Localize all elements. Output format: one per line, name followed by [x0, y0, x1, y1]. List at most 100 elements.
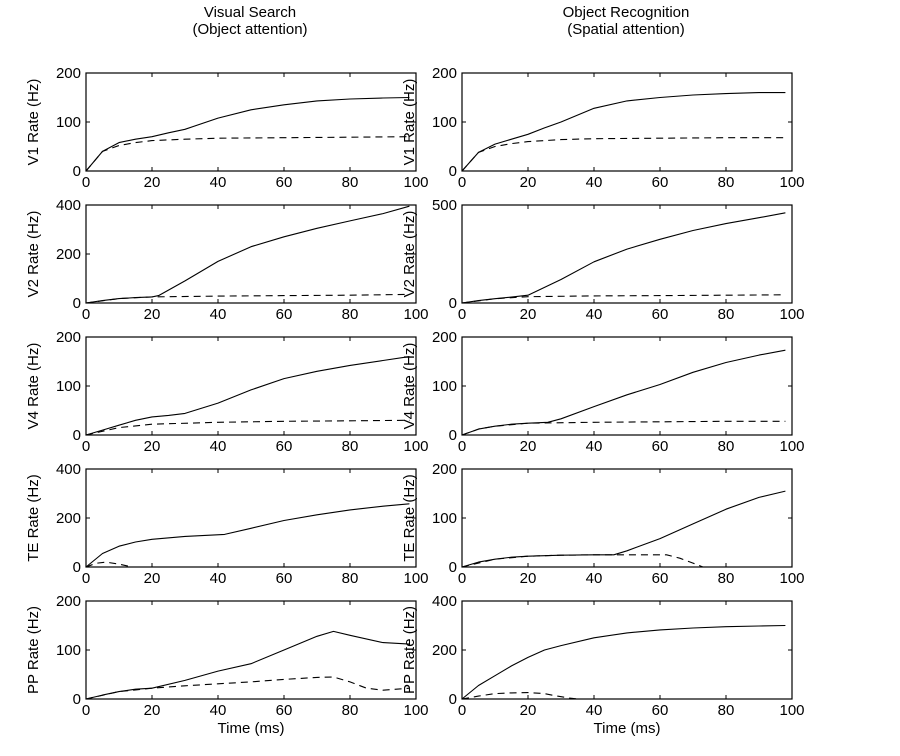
y-tick-label: 200 — [56, 65, 81, 82]
x-tick-label: 100 — [403, 702, 428, 719]
y-tick-label: 0 — [73, 295, 81, 312]
x-tick-label: 100 — [403, 438, 428, 455]
series-line-solid — [461, 349, 786, 436]
y-tick-label: 0 — [449, 163, 457, 180]
x-tick-label: 40 — [586, 438, 603, 455]
y-tick-label: 200 — [432, 642, 457, 659]
plot-frame — [461, 600, 793, 700]
y-tick-label: 100 — [432, 114, 457, 131]
x-tick-label: 0 — [82, 702, 90, 719]
x-tick-label: 60 — [652, 174, 669, 191]
y-tick-label: 200 — [432, 65, 457, 82]
y-tick-label: 0 — [449, 559, 457, 576]
y-tick-label: 0 — [449, 691, 457, 708]
x-tick-label: 20 — [520, 570, 537, 587]
column-subtitle: (Spatial attention) — [567, 21, 685, 38]
y-tick-label: 0 — [73, 427, 81, 444]
series-line-solid — [85, 205, 410, 304]
y-tick-label: 200 — [56, 510, 81, 527]
panel-v1-col1: 0 20 40 60 80 100 0 100 200 V1 Rate (Hz) — [401, 65, 805, 191]
series-line-dashed — [85, 293, 410, 304]
y-tick-label: 100 — [56, 642, 81, 659]
series-line-dashed — [461, 420, 786, 436]
x-tick-label: 0 — [82, 438, 90, 455]
x-tick-label: 100 — [403, 174, 428, 191]
series-line-solid — [85, 356, 410, 436]
x-tick-label: 0 — [458, 174, 466, 191]
x-tick-label: 40 — [210, 306, 227, 323]
x-tick-label: 80 — [718, 174, 735, 191]
x-tick-label: 20 — [144, 306, 161, 323]
x-tick-label: 80 — [342, 570, 359, 587]
x-tick-label: 0 — [82, 174, 90, 191]
y-tick-label: 400 — [432, 593, 457, 610]
y-tick-label: 100 — [432, 378, 457, 395]
y-tick-label: 400 — [56, 197, 81, 214]
y-axis-label: TE Rate (Hz) — [25, 474, 42, 562]
y-axis-label: V4 Rate (Hz) — [25, 343, 42, 430]
x-tick-label: 0 — [458, 570, 466, 587]
panel-te-col1: 0 20 40 60 80 100 0 100 200 TE Rate (Hz) — [401, 461, 805, 587]
plot-frame — [461, 204, 793, 304]
x-tick-label: 20 — [144, 570, 161, 587]
y-tick-label: 0 — [73, 559, 81, 576]
plot-frame — [85, 600, 417, 700]
series-line-solid — [85, 96, 410, 172]
plot-frame — [461, 336, 793, 436]
x-tick-label: 20 — [144, 174, 161, 191]
y-tick-label: 200 — [432, 461, 457, 478]
x-tick-label: 40 — [586, 174, 603, 191]
x-tick-label: 40 — [586, 306, 603, 323]
column-title-object-recognition: Object Recognition (Spatial attention) — [476, 4, 776, 38]
x-tick-label: 100 — [779, 570, 804, 587]
y-tick-label: 100 — [56, 378, 81, 395]
x-tick-label: 0 — [458, 702, 466, 719]
panel-v2-col0: 0 20 40 60 80 100 0 200 400 V2 Rate (Hz) — [25, 197, 429, 323]
series-line-dashed — [85, 676, 410, 700]
panel-v4-col1: 0 20 40 60 80 100 0 100 200 V4 Rate (Hz) — [401, 329, 805, 455]
x-axis-label: Time (ms) — [594, 720, 661, 737]
x-tick-label: 100 — [779, 438, 804, 455]
x-tick-label: 60 — [652, 306, 669, 323]
x-tick-label: 80 — [342, 306, 359, 323]
x-tick-label: 20 — [520, 306, 537, 323]
plot-frame — [461, 468, 793, 568]
x-tick-label: 60 — [652, 438, 669, 455]
x-tick-label: 80 — [718, 702, 735, 719]
x-tick-label: 100 — [779, 306, 804, 323]
plot-frame — [85, 72, 417, 172]
series-line-solid — [461, 92, 786, 172]
series-line-dashed — [85, 561, 133, 568]
y-axis-label: PP Rate (Hz) — [25, 606, 42, 694]
x-tick-label: 60 — [276, 438, 293, 455]
column-title: Object Recognition — [562, 4, 690, 21]
series-line-solid — [85, 630, 410, 700]
panel-pp-col0: 0 20 40 60 80 100 0 100 200 PP Rate (Hz) Time (ms) — [25, 593, 429, 737]
x-tick-label: 60 — [276, 702, 293, 719]
x-tick-label: 80 — [342, 702, 359, 719]
series-line-dashed — [85, 136, 410, 172]
x-tick-label: 0 — [82, 306, 90, 323]
series-line-solid — [461, 624, 786, 700]
panel-v4-col0: 0 20 40 60 80 100 0 100 200 V4 Rate (Hz) — [25, 329, 429, 455]
x-tick-label: 0 — [458, 306, 466, 323]
y-tick-label: 0 — [449, 295, 457, 312]
x-tick-label: 80 — [342, 174, 359, 191]
series-line-dashed — [85, 419, 410, 436]
series-line-solid — [461, 212, 786, 304]
x-tick-label: 100 — [779, 702, 804, 719]
x-tick-label: 40 — [210, 702, 227, 719]
panel-te-col0: 0 20 40 60 80 100 0 200 400 TE Rate (Hz) — [25, 461, 429, 587]
x-tick-label: 40 — [586, 570, 603, 587]
series-line-dashed — [461, 692, 578, 700]
panel-v1-col0: 0 20 40 60 80 100 0 100 200 V1 Rate (Hz) — [25, 65, 429, 191]
y-axis-label: PP Rate (Hz) — [401, 606, 418, 694]
x-tick-label: 100 — [779, 174, 804, 191]
x-tick-label: 40 — [586, 702, 603, 719]
panel-pp-col1: 0 20 40 60 80 100 0 200 400 PP Rate (Hz) Time (ms) — [401, 593, 805, 737]
x-tick-label: 40 — [210, 174, 227, 191]
column-title-visual-search: Visual Search (Object attention) — [100, 4, 400, 38]
series-line-solid — [461, 490, 786, 568]
x-tick-label: 20 — [144, 702, 161, 719]
x-tick-label: 100 — [403, 306, 428, 323]
